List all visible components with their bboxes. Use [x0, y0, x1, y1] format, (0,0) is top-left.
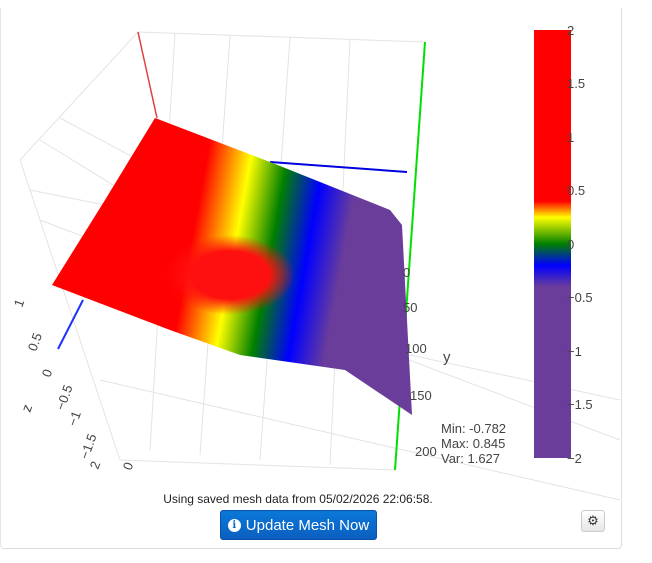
svg-text:50: 50 [403, 300, 417, 315]
stat-min: Min: -0.782 [441, 421, 507, 436]
info-icon: i [227, 518, 241, 532]
svg-text:−1.5: −1.5 [77, 432, 100, 461]
z-axis-ticks: 1 0.5 0 −0.5 −1 −1.5 2 z 0 [11, 297, 137, 472]
svg-text:1.5: 1.5 [567, 76, 585, 91]
svg-text:2: 2 [567, 23, 574, 38]
svg-text:0: 0 [567, 237, 574, 252]
mesh-status-message: Using saved mesh data from 05/02/2026 22… [163, 492, 433, 506]
svg-text:0: 0 [39, 367, 56, 379]
stat-var: Var: 1.627 [441, 451, 501, 466]
svg-text:1: 1 [11, 297, 28, 309]
svg-text:y: y [443, 349, 451, 366]
gear-icon: ⚙ [587, 513, 599, 528]
plot-panel [0, 8, 622, 549]
stats-readout: Min: -0.782 Max: 0.845 Var: 1.627 [441, 421, 506, 466]
svg-text:−1: −1 [567, 344, 582, 359]
colorbar-ticks: 2 1.5 1 0.5 0 −0.5 −1 −1.5 −2 [567, 23, 593, 466]
svg-text:100: 100 [405, 341, 427, 356]
svg-text:2: 2 [87, 459, 104, 471]
svg-text:0: 0 [403, 265, 410, 280]
svg-text:z: z [18, 402, 35, 414]
svg-text:200: 200 [415, 444, 437, 459]
update-mesh-button[interactable]: i Update Mesh Now [220, 510, 377, 540]
svg-text:0.5: 0.5 [25, 331, 45, 353]
svg-text:−1.5: −1.5 [567, 397, 593, 412]
svg-text:−1: −1 [65, 409, 84, 428]
z-axis-line-top [269, 161, 408, 173]
svg-text:−0.5: −0.5 [567, 290, 593, 305]
svg-text:0.5: 0.5 [567, 183, 585, 198]
y-axis-ticks: 0 50 100 150 200 y [403, 265, 451, 459]
svg-text:0: 0 [120, 460, 137, 472]
surface-peak [165, 235, 295, 315]
stat-max: Max: 0.845 [441, 436, 506, 451]
svg-text:−0.5: −0.5 [53, 383, 76, 412]
settings-button[interactable]: ⚙ [581, 510, 605, 532]
svg-text:1: 1 [567, 130, 574, 145]
z-axis-line [57, 299, 84, 350]
colorbar [534, 30, 571, 458]
x-axis-line [137, 31, 158, 119]
svg-text:−2: −2 [567, 451, 582, 466]
svg-text:150: 150 [410, 388, 432, 403]
